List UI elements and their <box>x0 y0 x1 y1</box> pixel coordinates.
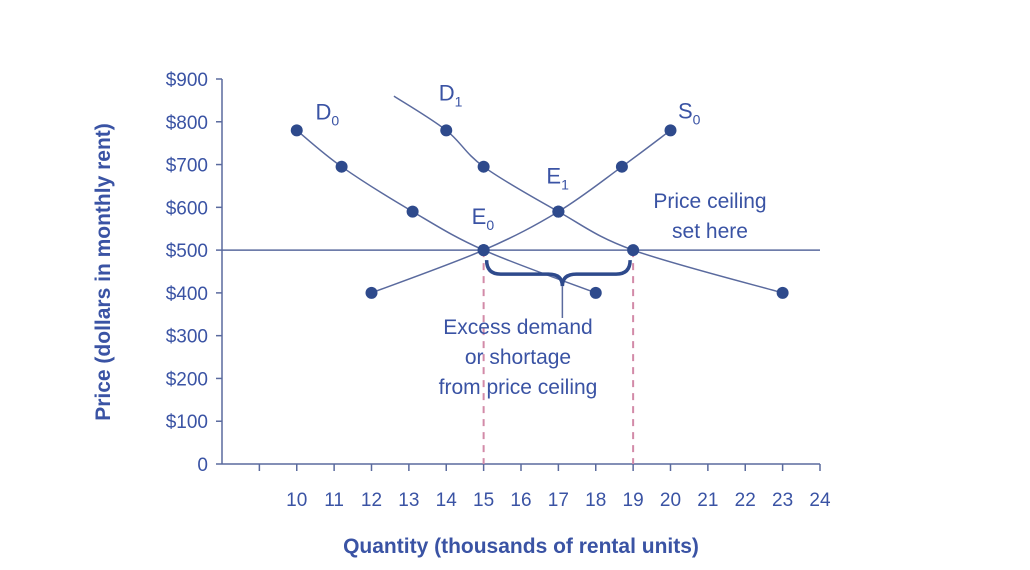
x-tick-label: 14 <box>436 490 458 511</box>
price-ceiling-label: set here <box>672 220 748 243</box>
x-tick-label: 21 <box>697 490 718 511</box>
s0-point <box>664 124 677 137</box>
d1-point <box>627 244 640 257</box>
y-tick-label: $100 <box>166 412 208 433</box>
x-axis-title: Quantity (thousands of rental units) <box>343 535 699 558</box>
y-tick-label: $900 <box>166 70 208 91</box>
x-tick-label: 17 <box>548 490 569 511</box>
x-tick-label: 13 <box>398 490 419 511</box>
shortage-label: Excess demand <box>443 316 592 339</box>
d0-point <box>406 205 419 218</box>
markers <box>290 124 789 299</box>
s0-label: S0 <box>678 98 701 127</box>
shortage-label: from price ceiling <box>439 376 598 399</box>
guide-lines <box>222 249 820 464</box>
labels: D0 D1 S0 E0 E1 Price ceiling set here Excess de… <box>315 80 766 399</box>
d1-point <box>477 160 490 173</box>
d0-point <box>589 286 602 299</box>
y-tick-label: 0 <box>197 455 208 476</box>
d0-point <box>335 160 348 173</box>
equilibrium-label-e1: E1 <box>546 164 569 193</box>
equilibrium-label-e0: E0 <box>472 204 495 233</box>
x-tick-label: 19 <box>623 490 644 511</box>
x-tick-label: 22 <box>735 490 756 511</box>
shortage-brace-shape <box>484 260 632 287</box>
x-tick-label: 20 <box>660 490 681 511</box>
x-tick-label: 10 <box>286 490 307 511</box>
shortage-label: or shortage <box>465 346 571 369</box>
d1-label: D1 <box>439 80 463 109</box>
axes: 0 $100 $200 $300 $400 $500 $600 $700 $800 $900 10 1… <box>92 70 831 558</box>
s0-point <box>552 205 565 218</box>
x-tick-label: 12 <box>361 490 382 511</box>
x-tick-label: 11 <box>324 490 344 511</box>
x-tick-label: 23 <box>772 490 793 511</box>
y-tick-label: $200 <box>166 369 208 390</box>
d0-curve <box>296 129 597 294</box>
x-tick-label: 15 <box>473 490 494 511</box>
s0-point <box>477 244 490 257</box>
y-tick-label: $300 <box>166 327 208 348</box>
x-tick-label: 24 <box>809 490 831 511</box>
s0-curve <box>371 129 671 294</box>
y-tick-label: $700 <box>166 156 208 177</box>
d0-point <box>290 124 303 137</box>
price-ceiling-label: Price ceiling <box>653 190 766 213</box>
s0-point <box>615 160 628 173</box>
y-tick-label: $500 <box>166 241 208 262</box>
d1-point <box>440 124 453 137</box>
d1-point <box>776 286 789 299</box>
y-tick-label: $600 <box>166 198 208 219</box>
d0-label: D0 <box>315 100 339 129</box>
y-tick-label: $800 <box>166 113 208 134</box>
s0-point <box>365 286 378 299</box>
shortage-brace <box>484 260 632 318</box>
y-tick-label: $400 <box>166 284 208 305</box>
y-axis-title: Price (dollars in monthly rent) <box>92 123 115 421</box>
x-tick-label: 16 <box>510 490 531 511</box>
x-tick-label: 18 <box>585 490 606 511</box>
